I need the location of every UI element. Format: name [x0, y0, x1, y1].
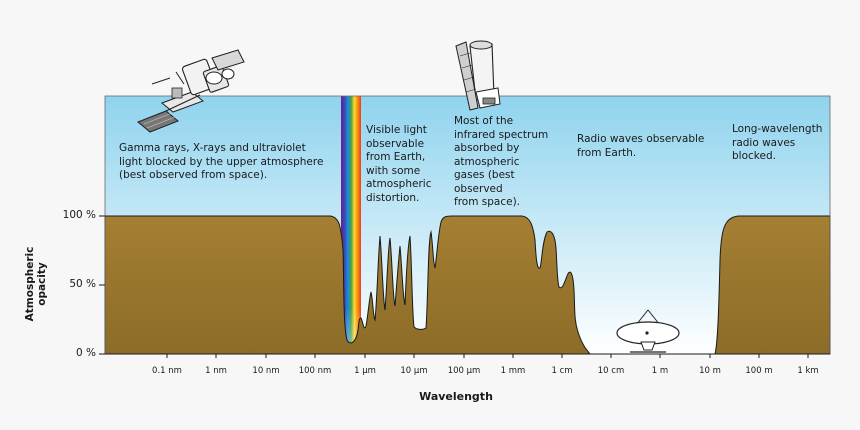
y-axis-title-line-1: Atmospheric — [24, 246, 36, 322]
x-tick-0.1nm: 0.1 nm — [152, 366, 182, 376]
x-tick-10cm: 10 cm — [597, 366, 625, 376]
infrared-line-7: from space). — [454, 196, 521, 208]
x-tick-marks — [166, 354, 809, 358]
infrared-line-5: gases (best — [454, 169, 515, 181]
x-axis-title: Wavelength — [419, 390, 493, 403]
opacity-curve — [104, 215, 831, 355]
radio-line-1: Radio waves observable — [577, 133, 705, 145]
x-tick-1mm: 1 mm — [500, 366, 526, 376]
infrared-line-3: absorbed by — [454, 142, 520, 154]
y-tick-50: 50 % — [69, 278, 96, 290]
long-wave-line-3: blocked. — [732, 150, 776, 162]
gamma-line-1: Gamma rays, X-rays and ultraviolet — [119, 142, 306, 154]
x-tick-1km: 1 km — [797, 366, 819, 376]
space-telescope-icon — [455, 40, 501, 111]
y-tick-100: 100 % — [62, 209, 96, 221]
visible-line-3: from Earth, — [366, 151, 426, 163]
radio-line-2: from Earth. — [577, 146, 637, 159]
x-tick-100m: 100 m — [745, 366, 773, 376]
visible-line-6: distortion. — [366, 191, 420, 204]
long-wave-annotation: Long-wavelength radio waves blocked. — [732, 123, 822, 164]
gamma-line-2: light blocked by the upper atmosphere — [119, 155, 324, 168]
y-axis-title-line-2: opacity — [36, 262, 48, 306]
x-tick-1nm: 1 nm — [205, 366, 227, 376]
radio-dish-icon — [616, 309, 680, 353]
x-tick-10nm: 10 nm — [252, 366, 280, 376]
long-wave-line-2: radio waves — [732, 136, 796, 149]
infrared-line-1: Most of the — [454, 115, 514, 127]
infrared-line-2: infrared spectrum — [454, 128, 549, 141]
visible-line-1: Visible light — [366, 124, 427, 136]
x-tick-100um: 100 µm — [447, 366, 481, 376]
x-tick-1m: 1 m — [651, 366, 669, 376]
x-tick-100nm: 100 nm — [298, 366, 332, 376]
visible-line-2: observable — [366, 137, 425, 150]
x-tick-1um: 1 µm — [354, 366, 376, 376]
y-tick-0: 0 % — [76, 347, 96, 359]
x-tick-10m: 10 m — [699, 366, 721, 376]
gamma-annotation: Gamma rays, X-rays and ultraviolet light… — [119, 142, 323, 183]
visible-line-4: with some — [366, 164, 421, 177]
infrared-line-6: observed — [454, 182, 503, 195]
x-tick-10um: 10 µm — [400, 366, 428, 376]
x-tick-1cm: 1 cm — [551, 366, 573, 376]
y-tick-marks — [99, 215, 105, 355]
visible-spectrum-band — [341, 96, 361, 346]
long-wave-line-1: Long-wavelength — [732, 123, 823, 135]
radio-annotation: Radio waves observable from Earth. — [577, 133, 704, 160]
gamma-line-3: (best observed from space). — [119, 169, 268, 181]
visible-annotation: Visible light observable from Earth, wit… — [366, 124, 431, 205]
visible-line-5: atmospheric — [366, 178, 432, 190]
infrared-line-4: atmospheric — [454, 155, 520, 168]
satellite-icon — [137, 49, 245, 133]
infrared-annotation: Most of the infrared spectrum absorbed b… — [454, 115, 548, 210]
